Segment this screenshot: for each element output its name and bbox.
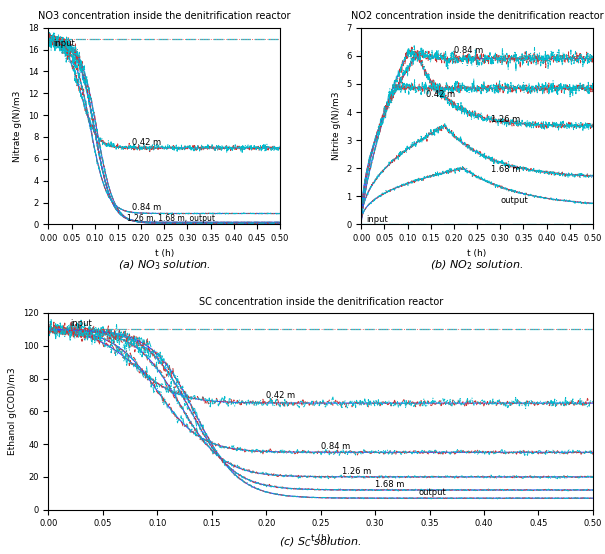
Y-axis label: Nitrate g(N)/m3: Nitrate g(N)/m3	[13, 90, 22, 162]
Text: output: output	[500, 196, 528, 206]
Text: (a) $NO_3$ solution.: (a) $NO_3$ solution.	[118, 258, 211, 271]
X-axis label: t (h): t (h)	[155, 249, 174, 258]
X-axis label: t (h): t (h)	[311, 534, 330, 543]
Text: input: input	[70, 319, 92, 328]
Text: 0.84 m: 0.84 m	[132, 203, 161, 212]
Text: 1.26 m: 1.26 m	[342, 466, 371, 476]
Y-axis label: Nitrite g(N)/m3: Nitrite g(N)/m3	[332, 92, 341, 160]
Text: input: input	[366, 215, 388, 224]
Text: 1.26 m: 1.26 m	[491, 115, 520, 124]
X-axis label: t (h): t (h)	[468, 249, 486, 258]
Title: NO2 concentration inside the denitrification reactor: NO2 concentration inside the denitrifica…	[351, 12, 603, 22]
Text: 1.68 m: 1.68 m	[375, 480, 405, 489]
Text: 0.42 m: 0.42 m	[132, 137, 161, 147]
Text: 1.68 m: 1.68 m	[491, 166, 520, 175]
Text: 0.42 m: 0.42 m	[266, 391, 295, 400]
Title: SC concentration inside the denitrification reactor: SC concentration inside the denitrificat…	[198, 296, 443, 306]
Y-axis label: Ethanol g(COD)/m3: Ethanol g(COD)/m3	[8, 367, 18, 455]
Text: 1.26 m, 1.68 m, output: 1.26 m, 1.68 m, output	[127, 214, 215, 223]
Text: input: input	[53, 39, 75, 48]
Text: 0.42 m: 0.42 m	[426, 90, 455, 99]
Text: 0.84 m: 0.84 m	[454, 46, 483, 55]
Title: NO3 concentration inside the denitrification reactor: NO3 concentration inside the denitrifica…	[38, 12, 290, 22]
Text: output: output	[419, 488, 446, 497]
Text: 0.84 m: 0.84 m	[321, 442, 350, 451]
Text: (b) $NO_2$ solution.: (b) $NO_2$ solution.	[430, 258, 524, 271]
Text: (c) $S_C$ solution.: (c) $S_C$ solution.	[280, 535, 362, 549]
